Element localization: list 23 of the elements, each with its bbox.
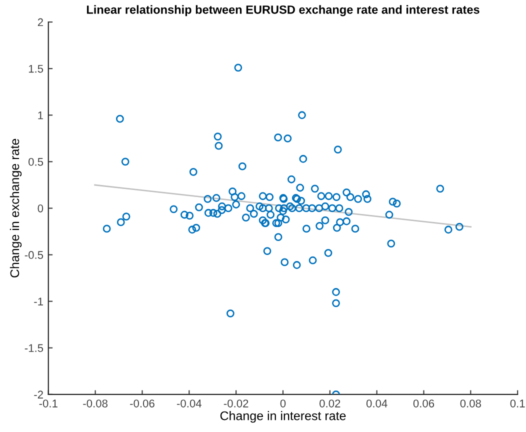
x-tick-label: 0.04 bbox=[366, 400, 388, 408]
y-tick-label: 2 bbox=[38, 18, 43, 26]
x-tick-label: 0.06 bbox=[413, 400, 434, 408]
chart-title: Linear relationship between EURUSD exchange rate and interest rates bbox=[86, 5, 480, 16]
y-tick-label: -2 bbox=[34, 390, 43, 398]
x-tick-label: -0.06 bbox=[130, 400, 154, 408]
y-tick-label: 0 bbox=[38, 204, 44, 212]
x-tick-label: -0.08 bbox=[83, 400, 108, 408]
x-tick-label: 0.02 bbox=[320, 400, 340, 408]
x-tick-label: 0.08 bbox=[460, 400, 481, 408]
x-tick-label: 0 bbox=[280, 400, 286, 408]
x-tick-label: 0.1 bbox=[510, 400, 525, 408]
y-tick-label: -0.5 bbox=[24, 251, 44, 259]
y-tick-label: 0.5 bbox=[28, 158, 44, 166]
y-tick-label: -1.5 bbox=[24, 344, 44, 352]
x-tick-label: -0.04 bbox=[176, 400, 202, 408]
y-tick-label: 1 bbox=[38, 112, 43, 120]
x-tick-label: -0.02 bbox=[224, 400, 248, 408]
y-tick-label: 1.5 bbox=[28, 64, 44, 73]
x-tick-label: -0.1 bbox=[39, 400, 58, 408]
y-axis-title: Change in exchange rate bbox=[10, 138, 22, 278]
y-tick-label: -1 bbox=[34, 298, 43, 306]
x-axis-title: Change in interest rate bbox=[220, 411, 346, 423]
